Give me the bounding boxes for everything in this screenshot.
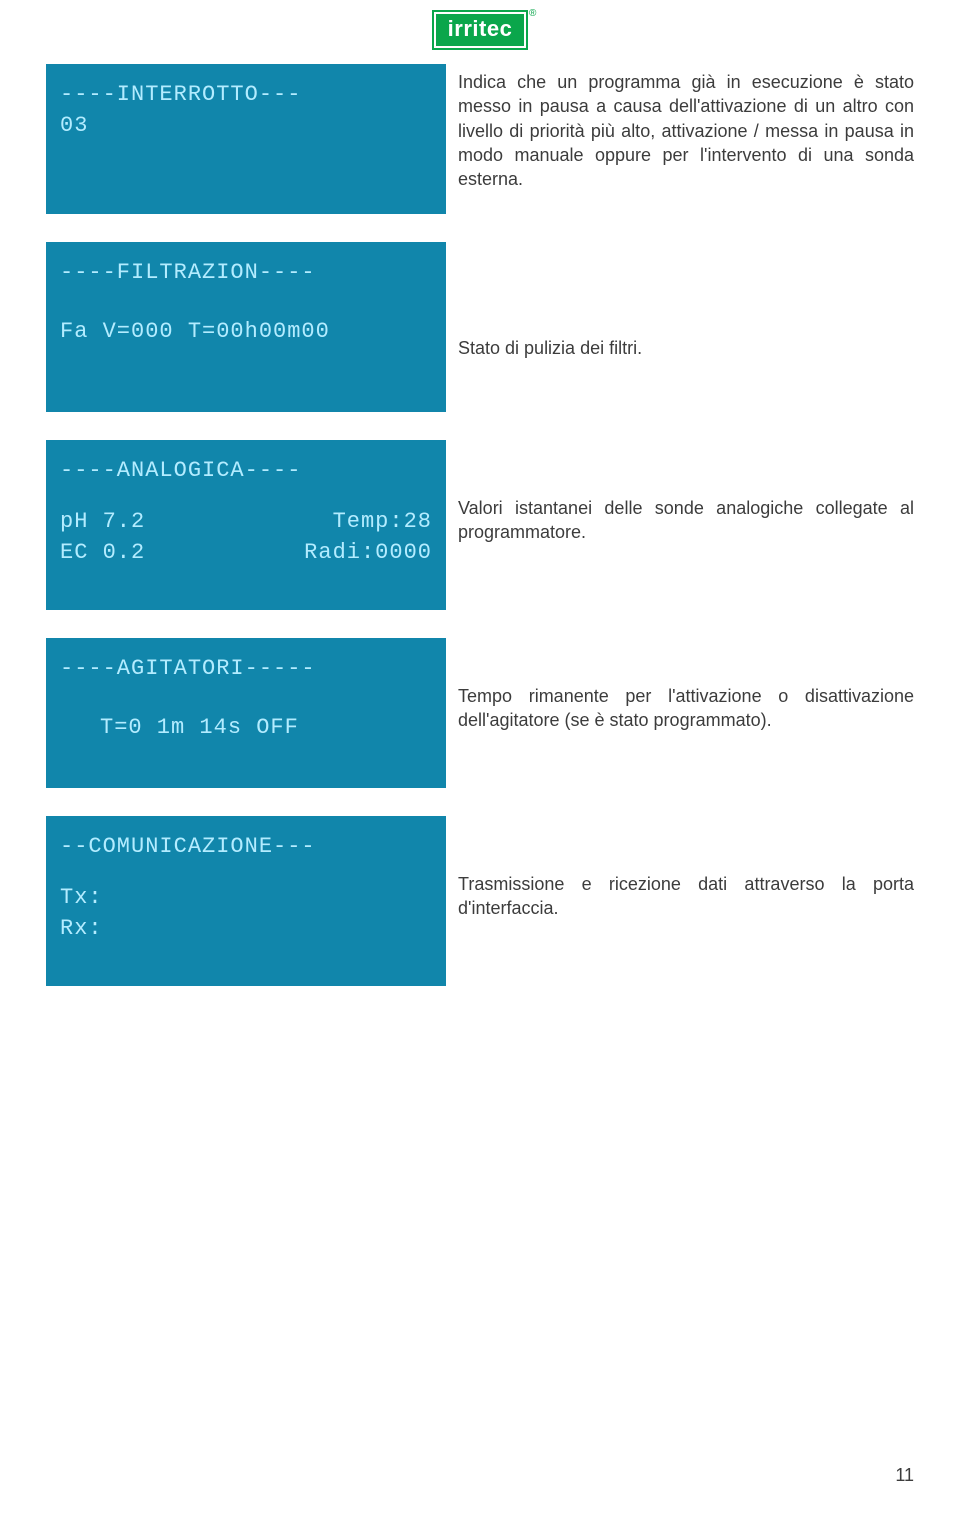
desc-interrotto: Indica che un programma già in esecuzion… (446, 64, 914, 191)
display-ec: EC 0.2 (60, 538, 145, 569)
row-comunicazione: --COMUNICAZIONE--- Tx: Rx: Trasmissione … (46, 816, 914, 986)
display-line: 03 (60, 111, 432, 142)
display-interrotto: ----INTERROTTO--- 03 (46, 64, 446, 214)
desc-comunicazione: Trasmissione e ricezione dati attraverso… (446, 816, 914, 921)
content-area: ----INTERROTTO--- 03 Indica che un progr… (0, 64, 960, 986)
display-line: ----FILTRAZION---- (60, 258, 432, 289)
desc-filtrazion: Stato di pulizia dei filtri. (446, 242, 914, 360)
display-rx: Rx: (60, 914, 432, 945)
display-analogica: ----ANALOGICA---- pH 7.2 EC 0.2 Temp:28 … (46, 440, 446, 610)
page-number: 11 (895, 1465, 914, 1486)
display-filtrazion: ----FILTRAZION---- Fa V=000 T=00h00m00 (46, 242, 446, 412)
display-line: T=0 1m 14s OFF (60, 713, 432, 744)
logo-box: irritec ® (432, 10, 529, 50)
desc-agitatori: Tempo rimanente per l'attivazione o disa… (446, 638, 914, 733)
display-ph: pH 7.2 (60, 507, 145, 538)
row-analogica: ----ANALOGICA---- pH 7.2 EC 0.2 Temp:28 … (46, 440, 914, 610)
logo-header: irritec ® (0, 0, 960, 64)
display-radi: Radi:0000 (304, 538, 432, 569)
logo-text: irritec (436, 14, 525, 46)
logo-registered: ® (529, 8, 536, 19)
row-interrotto: ----INTERROTTO--- 03 Indica che un progr… (46, 64, 914, 214)
row-agitatori: ----AGITATORI----- T=0 1m 14s OFF Tempo … (46, 638, 914, 788)
display-line: --COMUNICAZIONE--- (60, 832, 432, 863)
display-line: ----AGITATORI----- (60, 654, 432, 685)
display-line: ----INTERROTTO--- (60, 80, 432, 111)
display-line: Fa V=000 T=00h00m00 (60, 317, 432, 348)
display-comunicazione: --COMUNICAZIONE--- Tx: Rx: (46, 816, 446, 986)
row-filtrazion: ----FILTRAZION---- Fa V=000 T=00h00m00 S… (46, 242, 914, 412)
desc-analogica: Valori istantanei delle sonde analogiche… (446, 440, 914, 545)
display-agitatori: ----AGITATORI----- T=0 1m 14s OFF (46, 638, 446, 788)
display-temp: Temp:28 (304, 507, 432, 538)
display-tx: Tx: (60, 883, 432, 914)
display-line: ----ANALOGICA---- (60, 456, 432, 487)
